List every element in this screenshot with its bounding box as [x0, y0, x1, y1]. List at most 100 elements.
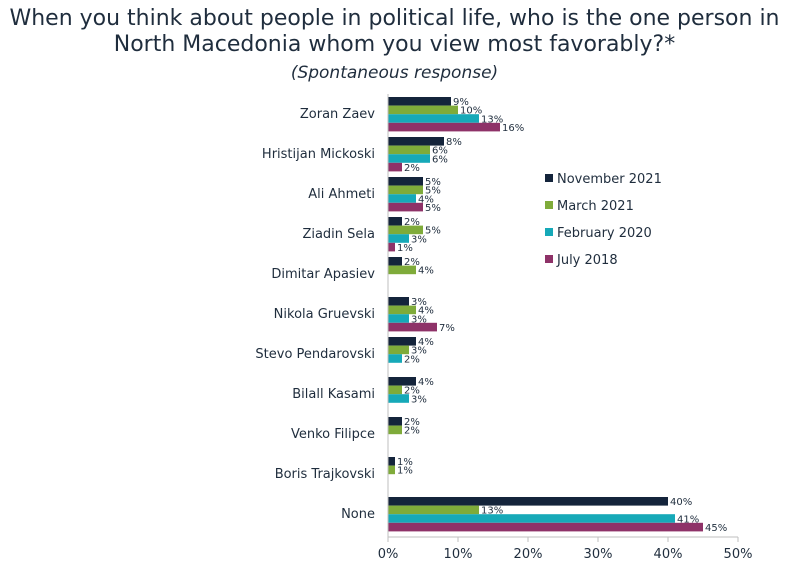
- bar: [388, 185, 423, 195]
- bar: [388, 514, 675, 523]
- legend-swatch: [545, 201, 553, 209]
- bar: [388, 314, 409, 323]
- data-label: 5%: [425, 177, 441, 188]
- data-label: 13%: [481, 114, 503, 125]
- bar: [388, 417, 402, 426]
- bar: [388, 377, 416, 386]
- category-label: None: [341, 507, 375, 522]
- data-label: 4%: [418, 194, 434, 205]
- data-label: 5%: [425, 226, 441, 237]
- data-label: 2%: [404, 217, 420, 228]
- bar: [388, 177, 423, 186]
- legend-label: March 2021: [557, 199, 634, 214]
- legend-label: February 2020: [557, 226, 652, 241]
- data-label: 2%: [404, 386, 420, 397]
- legend: November 2021 March 2021 February 2020 July…: [545, 172, 662, 268]
- data-label: 4%: [418, 337, 434, 348]
- data-label: 3%: [411, 394, 427, 405]
- data-label: 41%: [677, 514, 699, 525]
- chart-title: When you think about people in political…: [9, 6, 780, 57]
- data-label: 2%: [404, 354, 420, 365]
- bar: [388, 122, 500, 132]
- x-tick-label: 50%: [724, 547, 753, 562]
- legend-label: November 2021: [557, 172, 662, 187]
- category-label: Venko Filipce: [291, 427, 375, 442]
- bar: [388, 394, 409, 403]
- data-label: 6%: [432, 154, 448, 165]
- bar: [388, 465, 395, 475]
- data-label: 4%: [418, 306, 434, 317]
- bar: [388, 257, 402, 266]
- data-label: 16%: [502, 123, 524, 134]
- data-label: 13%: [481, 506, 503, 517]
- legend-swatch: [545, 174, 553, 182]
- legend-swatch: [545, 255, 553, 263]
- data-label: 1%: [397, 466, 413, 477]
- category-label: Nikola Gruevski: [274, 307, 375, 322]
- data-label: 1%: [397, 457, 413, 468]
- bar: [388, 354, 402, 363]
- bar: [388, 234, 409, 243]
- bar: [388, 225, 423, 235]
- bar: [388, 217, 402, 226]
- x-tick-label: 40%: [654, 547, 683, 562]
- data-label: 1%: [397, 243, 413, 254]
- bar: [388, 345, 409, 355]
- bar: [388, 522, 703, 532]
- data-label: 40%: [670, 497, 692, 508]
- x-tick-label: 0%: [378, 547, 399, 562]
- bar: [388, 114, 479, 123]
- bar: [388, 305, 416, 315]
- data-label: 4%: [418, 266, 434, 277]
- data-label: 45%: [705, 523, 727, 534]
- data-label: 4%: [418, 377, 434, 388]
- category-labels: Zoran Zaev Hristijan Mickoski Ali Ahmeti Zi…: [255, 107, 375, 522]
- data-label: 3%: [411, 297, 427, 308]
- data-label: 3%: [411, 314, 427, 325]
- bar: [388, 242, 395, 252]
- category-label: Boris Trajkovski: [275, 467, 375, 482]
- category-label: Hristijan Mickoski: [262, 147, 375, 162]
- bar: [388, 105, 458, 115]
- bar: [388, 137, 444, 146]
- data-label: 2%: [404, 417, 420, 428]
- bar: [388, 202, 423, 212]
- bar: [388, 265, 416, 275]
- data-label: 2%: [404, 163, 420, 174]
- bar: [388, 457, 395, 466]
- data-label: 3%: [411, 234, 427, 245]
- category-label: Zoran Zaev: [300, 107, 375, 122]
- bar: [388, 162, 402, 172]
- legend-label: July 2018: [556, 253, 618, 268]
- chart-subtitle: (Spontaneous response): [290, 63, 499, 83]
- x-tick-label: 20%: [514, 547, 543, 562]
- data-label: 8%: [446, 137, 462, 148]
- x-tick-label: 10%: [444, 547, 473, 562]
- data-label: 5%: [425, 203, 441, 214]
- bar: [388, 505, 479, 515]
- bars-group: 9%10%13%16%8%6%6%2%5%5%4%5%2%5%3%1%2%4%3…: [388, 97, 727, 534]
- bar: [388, 385, 402, 395]
- bar: [388, 322, 437, 332]
- category-label: Stevo Pendarovski: [255, 347, 375, 362]
- data-label: 10%: [460, 106, 482, 117]
- category-label: Dimitar Apasiev: [271, 267, 375, 282]
- bar: [388, 337, 416, 346]
- data-label: 9%: [453, 97, 469, 108]
- category-label: Ali Ahmeti: [308, 187, 375, 202]
- bar: [388, 425, 402, 435]
- data-label: 2%: [404, 426, 420, 437]
- data-label: 6%: [432, 146, 448, 157]
- bar: [388, 97, 451, 106]
- bar: [388, 154, 430, 163]
- data-label: 2%: [404, 257, 420, 268]
- bar: [388, 194, 416, 203]
- bar: [388, 497, 668, 506]
- data-label: 3%: [411, 346, 427, 357]
- data-label: 5%: [425, 186, 441, 197]
- x-tick-label: 30%: [584, 547, 613, 562]
- x-axis: 0% 10% 20% 30% 40% 50%: [378, 94, 753, 562]
- legend-swatch: [545, 228, 553, 236]
- data-label: 7%: [439, 323, 455, 334]
